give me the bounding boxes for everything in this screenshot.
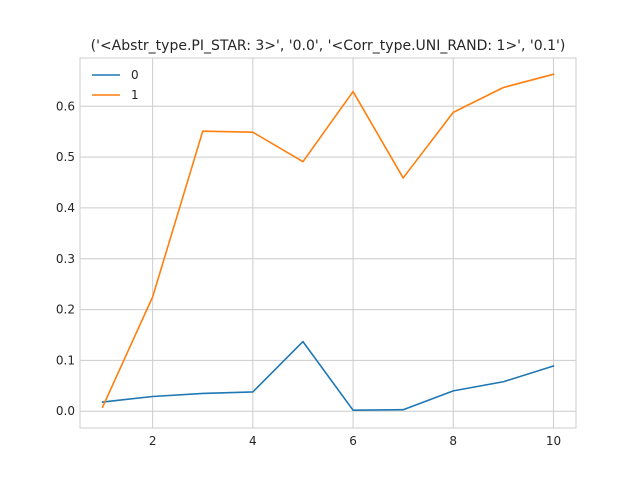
grid: [80, 58, 576, 428]
x-tick-label: 10: [546, 434, 561, 448]
series-group: [101, 73, 555, 412]
y-tick-label: 0.1: [56, 353, 75, 367]
plot-frame: [79, 57, 577, 429]
x-tick-label: 4: [249, 434, 257, 448]
axes: 2 4 6 8 100.00.10.20.30.40.50.6: [56, 57, 577, 448]
x-tick-label: 8: [449, 434, 457, 448]
y-tick-label: 0.3: [56, 252, 75, 266]
y-tick-label: 0.5: [56, 150, 75, 164]
legend-label-1: 1: [131, 88, 139, 102]
y-tick-label: 0.6: [56, 99, 75, 113]
plot-area: [80, 58, 576, 428]
legend-label-0: 0: [131, 68, 139, 82]
x-tick-label: 6: [349, 434, 357, 448]
x-tick-label: 2: [149, 434, 157, 448]
legend: 01: [92, 68, 139, 102]
series-line-0: [101, 340, 555, 412]
series-line-1: [101, 73, 555, 409]
chart-title: ('<Abstr_type.PI_STAR: 3>', '0.0', '<Cor…: [91, 38, 566, 54]
y-tick-label: 0.2: [56, 303, 75, 317]
y-tick-label: 0.0: [56, 404, 75, 418]
y-tick-label: 0.4: [56, 201, 75, 215]
